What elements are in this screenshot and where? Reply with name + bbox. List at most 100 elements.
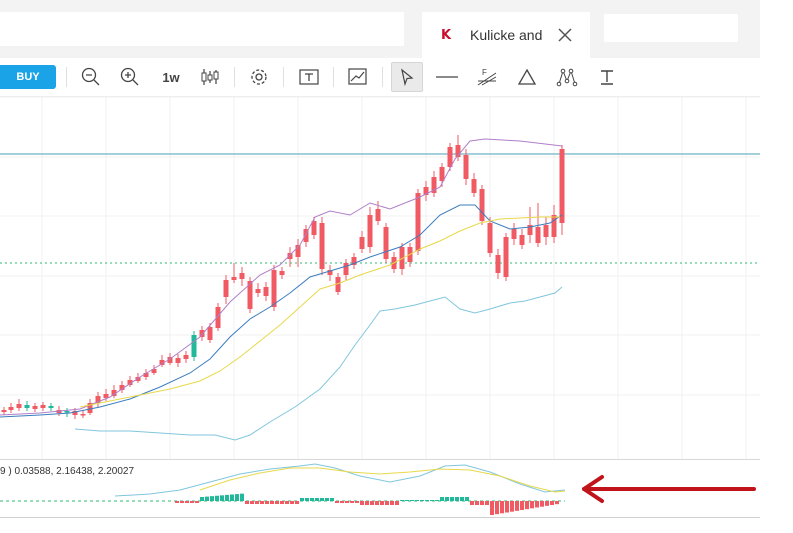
candle [111, 385, 117, 398]
candle-body [191, 335, 197, 357]
oscillator-bar [505, 501, 509, 513]
pane-divider [0, 517, 760, 518]
candle [303, 225, 309, 247]
candle [48, 403, 54, 411]
candle-body [351, 257, 357, 265]
pattern-icon[interactable] [553, 63, 581, 91]
horizontal-line-icon[interactable] [433, 63, 461, 91]
candle [479, 185, 485, 225]
candle [279, 267, 285, 279]
oscillator-bar [250, 501, 254, 504]
candle-body [159, 360, 165, 365]
oscillator-bar [400, 500, 404, 501]
candle [175, 354, 181, 367]
candle-body [16, 404, 22, 408]
template-icon[interactable] [295, 63, 323, 91]
candle-body [415, 193, 421, 251]
browser-tab-active[interactable]: K Kulicke and [422, 12, 590, 58]
candle-body [143, 373, 149, 377]
toolbar-divider [382, 67, 383, 87]
candle-body [503, 237, 509, 277]
candle [463, 149, 469, 185]
oscillator-bar [205, 496, 209, 501]
candle-body [303, 229, 309, 242]
oscillator-bar [220, 495, 224, 501]
candle [143, 369, 149, 380]
zoom-out-icon[interactable] [77, 63, 105, 91]
candle-body [32, 406, 38, 409]
fibonacci-icon[interactable]: F [473, 63, 501, 91]
candle-body [48, 406, 54, 408]
candle-body [151, 369, 157, 373]
oscillator-bar [475, 501, 479, 505]
candle-body [24, 405, 30, 408]
candle [183, 351, 189, 363]
oscillator-bar [465, 497, 469, 501]
oscillator-bar [230, 494, 234, 501]
oscillator-bar [480, 501, 484, 505]
candlestick-icon[interactable] [196, 63, 224, 91]
oscillator-bar [290, 501, 294, 504]
candle [503, 233, 509, 281]
browser-tab-next[interactable] [604, 14, 738, 42]
candle [247, 277, 253, 313]
candle-body [279, 271, 285, 275]
interval-button[interactable]: 1w [162, 69, 180, 85]
candle-body [439, 167, 445, 181]
oscillator-bar [500, 501, 504, 514]
candle [223, 275, 229, 304]
candle [511, 223, 517, 245]
candle-body [239, 273, 245, 279]
candle-body [1, 410, 7, 412]
oscillator-bar [260, 501, 264, 504]
gear-icon[interactable] [245, 63, 273, 91]
moving-average-yellow [79, 216, 560, 408]
oscillator-pane[interactable] [0, 459, 760, 518]
red-arrow-annotation [582, 475, 756, 503]
triangle-icon[interactable] [513, 63, 541, 91]
candle-body [335, 277, 341, 292]
oscillator-bar [470, 501, 474, 505]
zoom-in-icon[interactable] [116, 63, 144, 91]
oscillator-bar [285, 501, 289, 504]
browser-tab-previous[interactable] [0, 12, 404, 46]
candle [24, 401, 30, 411]
oscillator-bar [380, 501, 384, 505]
oscillator-bar [225, 494, 229, 501]
indicator-chart-icon[interactable] [344, 63, 372, 91]
oscillator-bar [195, 501, 199, 503]
oscillator-bar [390, 501, 394, 505]
candle [263, 282, 269, 301]
candle [239, 267, 245, 286]
candle [559, 145, 565, 235]
candle-body [367, 215, 373, 247]
candle [191, 331, 197, 361]
candle-body [471, 179, 477, 193]
oscillator-bar [555, 501, 559, 505]
candle-body [343, 263, 349, 275]
oscillator-bar [275, 501, 279, 504]
oscillator-bar [190, 501, 194, 503]
oscillator-bar [300, 498, 304, 501]
price-chart[interactable] [0, 96, 760, 459]
candle-body [199, 330, 205, 337]
oscillator-bar [180, 501, 184, 503]
oscillator-bar [200, 497, 204, 501]
price-chart-canvas[interactable] [0, 96, 760, 459]
candle [359, 231, 365, 253]
candle [159, 355, 165, 367]
candle-body [127, 380, 133, 385]
cursor-icon[interactable] [391, 62, 423, 92]
candle-body [375, 209, 381, 221]
oscillator-canvas[interactable] [0, 460, 760, 518]
close-icon[interactable] [556, 26, 574, 44]
candle-body [95, 396, 101, 403]
oscillator-bar [455, 497, 459, 501]
buy-button[interactable]: BUY [0, 65, 56, 89]
candle [64, 408, 70, 417]
oscillator-bar [550, 501, 554, 505]
candle [231, 263, 237, 283]
oscillator-bar [310, 498, 314, 501]
text-icon[interactable] [593, 63, 621, 91]
oscillator-bar [355, 501, 359, 503]
